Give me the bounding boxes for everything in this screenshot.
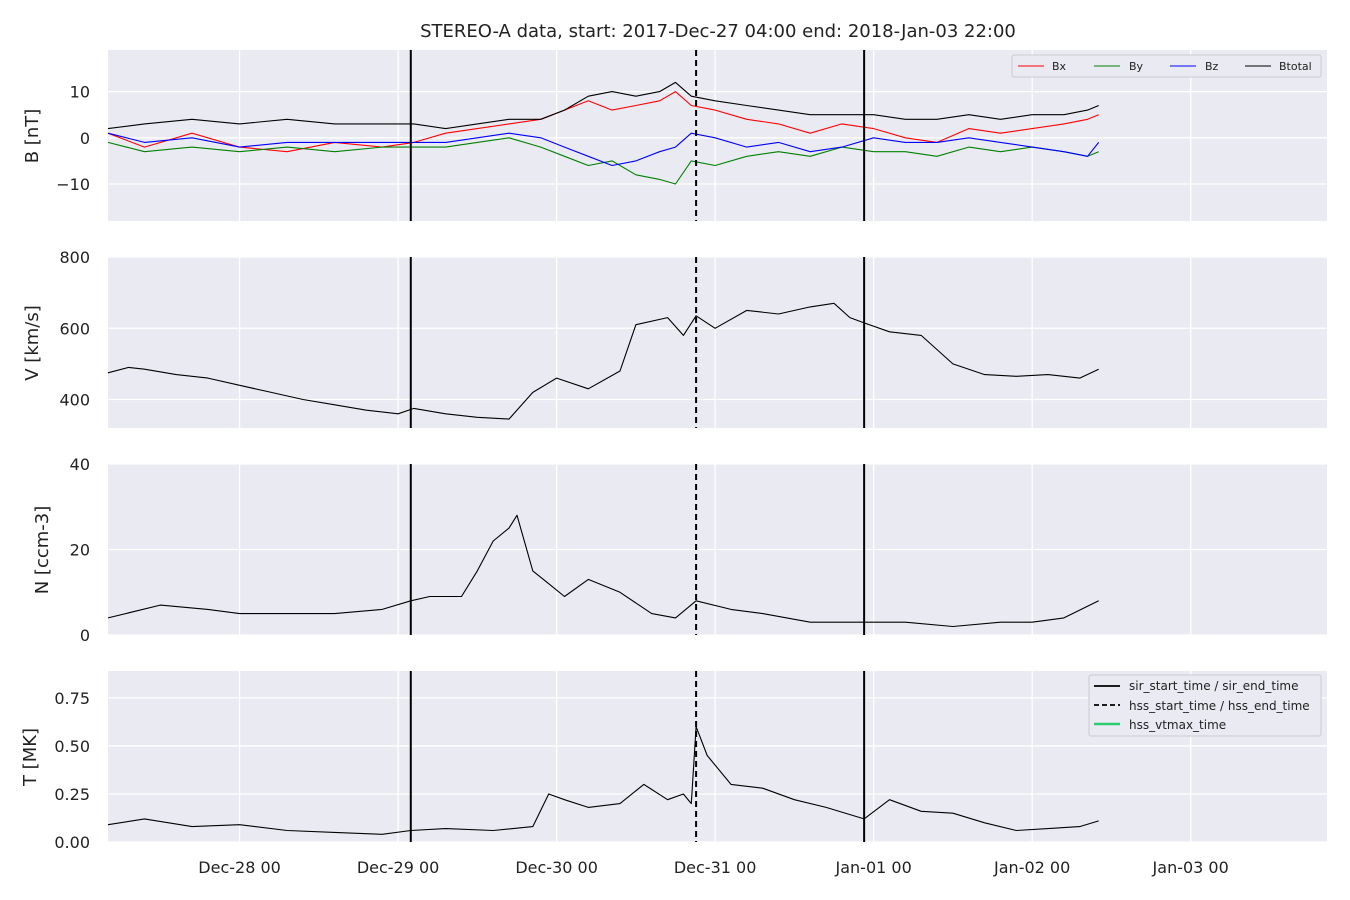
panel-n-density: 40 20 0 N [ccm-3] bbox=[32, 455, 1327, 645]
panel-t-grid bbox=[108, 671, 1327, 843]
legend-bz-label: Bz bbox=[1205, 60, 1219, 73]
x-tick-label-1: Dec-29 00 bbox=[357, 858, 440, 877]
x-tick-label-0: Dec-28 00 bbox=[198, 858, 281, 877]
panel-b-background bbox=[108, 50, 1327, 221]
panel-v-events bbox=[409, 257, 866, 428]
panel-b-legend-box bbox=[1011, 54, 1322, 78]
panel-t-series bbox=[107, 726, 1099, 835]
panel-b-field: 10 0 −10 B [nT] Bx By Bz Btotal bbox=[22, 50, 1327, 221]
panel-b-ytick-label-0: 10 bbox=[70, 83, 90, 102]
x-tick-label-6: Jan-03 00 bbox=[1152, 858, 1229, 877]
panel-n-ytick-label-1: 20 bbox=[70, 541, 90, 560]
panel-v-ytick-label-2: 400 bbox=[59, 391, 90, 410]
panel-n-yticks: 40 20 0 bbox=[70, 455, 90, 645]
legend-sir-label: sir_start_time / sir_end_time bbox=[1129, 679, 1299, 693]
panel-b-events bbox=[409, 50, 866, 221]
panel-t-ytick-label-0: 0.75 bbox=[54, 689, 90, 708]
panel-b-ytick-label-2: −10 bbox=[56, 175, 90, 194]
panel-v-ylabel: V [km/s] bbox=[22, 305, 43, 380]
panel-b-series bbox=[107, 81, 1100, 185]
panel-v-yticks: 800 600 400 bbox=[59, 248, 90, 410]
figure-title: STEREO-A data, start: 2017-Dec-27 04:00 … bbox=[420, 21, 1016, 42]
x-axis-tick-labels: Dec-28 00 Dec-29 00 Dec-30 00 Dec-31 00 Jan-… bbox=[198, 858, 1229, 877]
panel-v-ytick-label-0: 800 bbox=[59, 248, 90, 267]
panel-b-ylabel: B [nT] bbox=[22, 109, 43, 164]
legend-by-label: By bbox=[1129, 60, 1144, 73]
legend-bx-label: Bx bbox=[1052, 60, 1067, 73]
panel-v-ytick-label-1: 600 bbox=[59, 319, 90, 338]
panel-b-by-line bbox=[107, 137, 1099, 185]
panel-b-legend: Bx By Bz Btotal bbox=[1011, 54, 1322, 78]
panel-t-series-line bbox=[107, 726, 1099, 835]
x-tick-label-2: Dec-30 00 bbox=[515, 858, 598, 877]
panel-n-grid bbox=[108, 463, 1327, 636]
panel-b-bz-line bbox=[107, 132, 1100, 167]
panel-t-ytick-label-2: 0.25 bbox=[54, 785, 90, 804]
panel-v-series-line bbox=[107, 302, 1099, 420]
panel-v-grid bbox=[108, 256, 1327, 428]
panel-v-series bbox=[107, 302, 1099, 420]
panel-t-ylabel: T [MK] bbox=[20, 728, 41, 787]
panel-v-speed: 800 600 400 V [km/s] bbox=[22, 248, 1327, 428]
panel-n-ylabel: N [ccm-3] bbox=[32, 506, 53, 595]
panel-n-ytick-label-2: 0 bbox=[80, 626, 90, 645]
panel-b-btotal-line bbox=[107, 81, 1099, 130]
panel-b-ytick-label-1: 0 bbox=[80, 129, 90, 148]
legend-vtmax-label: hss_vtmax_time bbox=[1129, 718, 1226, 732]
legend-btotal-label: Btotal bbox=[1279, 60, 1312, 73]
panel-t-yticks: 0.75 0.50 0.25 0.00 bbox=[54, 689, 90, 852]
panel-t-ytick-label-1: 0.50 bbox=[54, 737, 90, 756]
legend-hss-label: hss_start_time / hss_end_time bbox=[1129, 699, 1310, 713]
panel-t-legend-box bbox=[1088, 674, 1322, 737]
panel-b-yticks: 10 0 −10 bbox=[56, 83, 90, 194]
panel-t-events bbox=[409, 671, 866, 842]
panel-b-grid bbox=[108, 50, 1327, 221]
panel-n-events bbox=[409, 464, 866, 635]
x-tick-label-5: Jan-02 00 bbox=[993, 858, 1070, 877]
panel-t-ytick-label-3: 0.00 bbox=[54, 833, 90, 852]
panel-v-background bbox=[108, 257, 1327, 428]
panel-n-ytick-label-0: 40 bbox=[70, 455, 90, 474]
panel-n-series bbox=[107, 514, 1099, 628]
panel-b-bx-line bbox=[107, 91, 1099, 153]
x-tick-label-4: Jan-01 00 bbox=[835, 858, 912, 877]
panel-t-legend: sir_start_time / sir_end_time hss_start_… bbox=[1088, 674, 1322, 737]
x-tick-label-3: Dec-31 00 bbox=[674, 858, 757, 877]
panel-t-temperature: 0.75 0.50 0.25 0.00 T [MK] sir_start_time /… bbox=[20, 671, 1327, 852]
panel-n-series-line bbox=[107, 514, 1099, 628]
